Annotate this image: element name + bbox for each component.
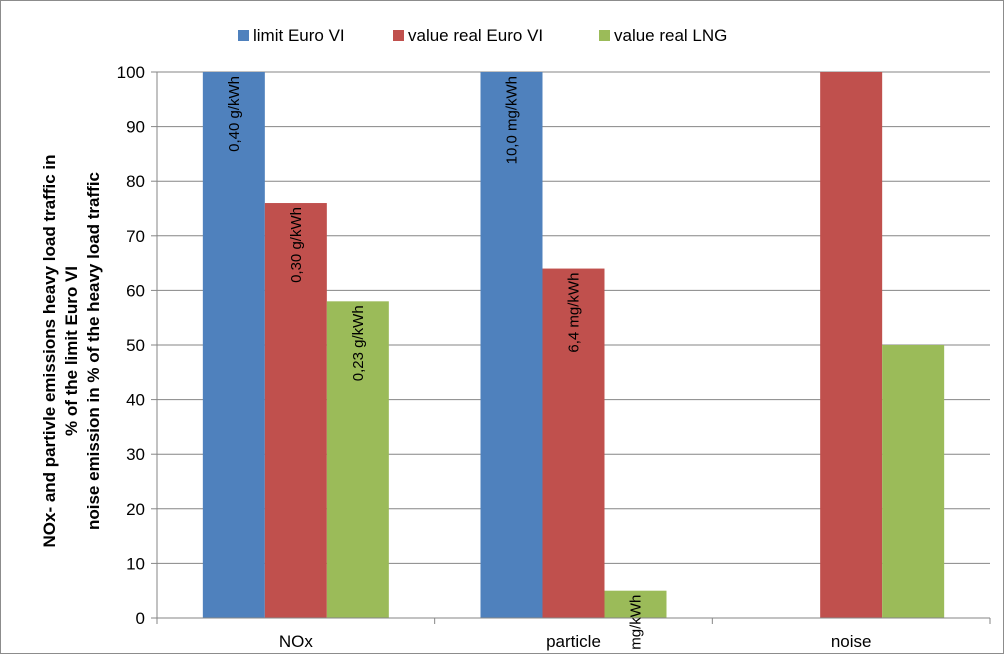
y-tick-label: 100 bbox=[117, 63, 145, 82]
x-tick-label-nox: NOx bbox=[279, 632, 314, 651]
y-tick-label: 60 bbox=[126, 281, 145, 300]
legend-swatch-value-real-lng bbox=[599, 30, 610, 41]
legend-swatch-limit-euro-vi bbox=[238, 30, 249, 41]
bar-value-real-lng-noise bbox=[882, 345, 945, 618]
y-axis-title-line-3: noise emission in % of the heavy load tr… bbox=[84, 172, 103, 530]
legend-swatch-value-real-euro-vi bbox=[393, 30, 404, 41]
y-axis-title: NOx- and partivle emissions heavy load t… bbox=[40, 154, 103, 547]
bar-value-real-euro-vi-noise bbox=[820, 72, 883, 618]
y-tick-label: 80 bbox=[126, 172, 145, 191]
y-tick-label: 10 bbox=[126, 554, 145, 573]
y-tick-label: 90 bbox=[126, 118, 145, 137]
legend-label-value-real-euro-vi: value real Euro VI bbox=[408, 26, 543, 45]
y-tick-label: 40 bbox=[126, 391, 145, 410]
y-axis-title-line-1: NOx- and partivle emissions heavy load t… bbox=[40, 154, 59, 547]
data-label-value-real-euro-vi-nox: 0,30 g/kWh bbox=[288, 207, 305, 283]
legend-label-value-real-lng: value real LNG bbox=[614, 26, 727, 45]
x-tick-label-noise: noise bbox=[831, 632, 872, 651]
bar-value-real-lng-particle bbox=[604, 590, 667, 618]
y-axis-title-line-2: % of the limit Euro VI bbox=[62, 266, 81, 436]
bars bbox=[202, 72, 945, 619]
y-tick-label: 30 bbox=[126, 445, 145, 464]
data-label-value-real-lng-nox: 0,23 g/kWh bbox=[350, 305, 367, 381]
legend-label-limit-euro-vi: limit Euro VI bbox=[253, 26, 345, 45]
x-tick-label-particle: particle bbox=[546, 632, 601, 651]
data-label-limit-euro-vi-nox: 0,40 g/kWh bbox=[226, 76, 243, 152]
bar-value-real-lng-nox bbox=[326, 301, 389, 618]
data-label-limit-euro-vi-particle: 10,0 mg/kWh bbox=[504, 76, 521, 164]
bar-value-real-euro-vi-nox bbox=[264, 203, 327, 619]
y-tick-label: 50 bbox=[126, 336, 145, 355]
bar-limit-euro-vi-nox bbox=[202, 72, 265, 618]
data-label-value-real-lng-particle: 0,5 mg/kWh bbox=[628, 595, 645, 653]
y-tick-label: 0 bbox=[136, 609, 145, 628]
legend: limit Euro VI value real Euro VI value rea… bbox=[238, 26, 727, 45]
data-labels: 0,40 g/kWh 0,30 g/kWh 0,23 g/kWh 10,0 mg/kW… bbox=[226, 76, 645, 658]
axes: 0 10 20 30 40 50 60 70 80 90 100 NOx particle noise bbox=[117, 63, 991, 651]
bar-value-real-euro-vi-particle bbox=[542, 268, 605, 618]
bar-limit-euro-vi-particle bbox=[480, 72, 543, 618]
data-label-value-real-euro-vi-particle: 6,4 mg/kWh bbox=[566, 273, 583, 353]
y-tick-label: 70 bbox=[126, 227, 145, 246]
y-tick-label: 20 bbox=[126, 500, 145, 519]
